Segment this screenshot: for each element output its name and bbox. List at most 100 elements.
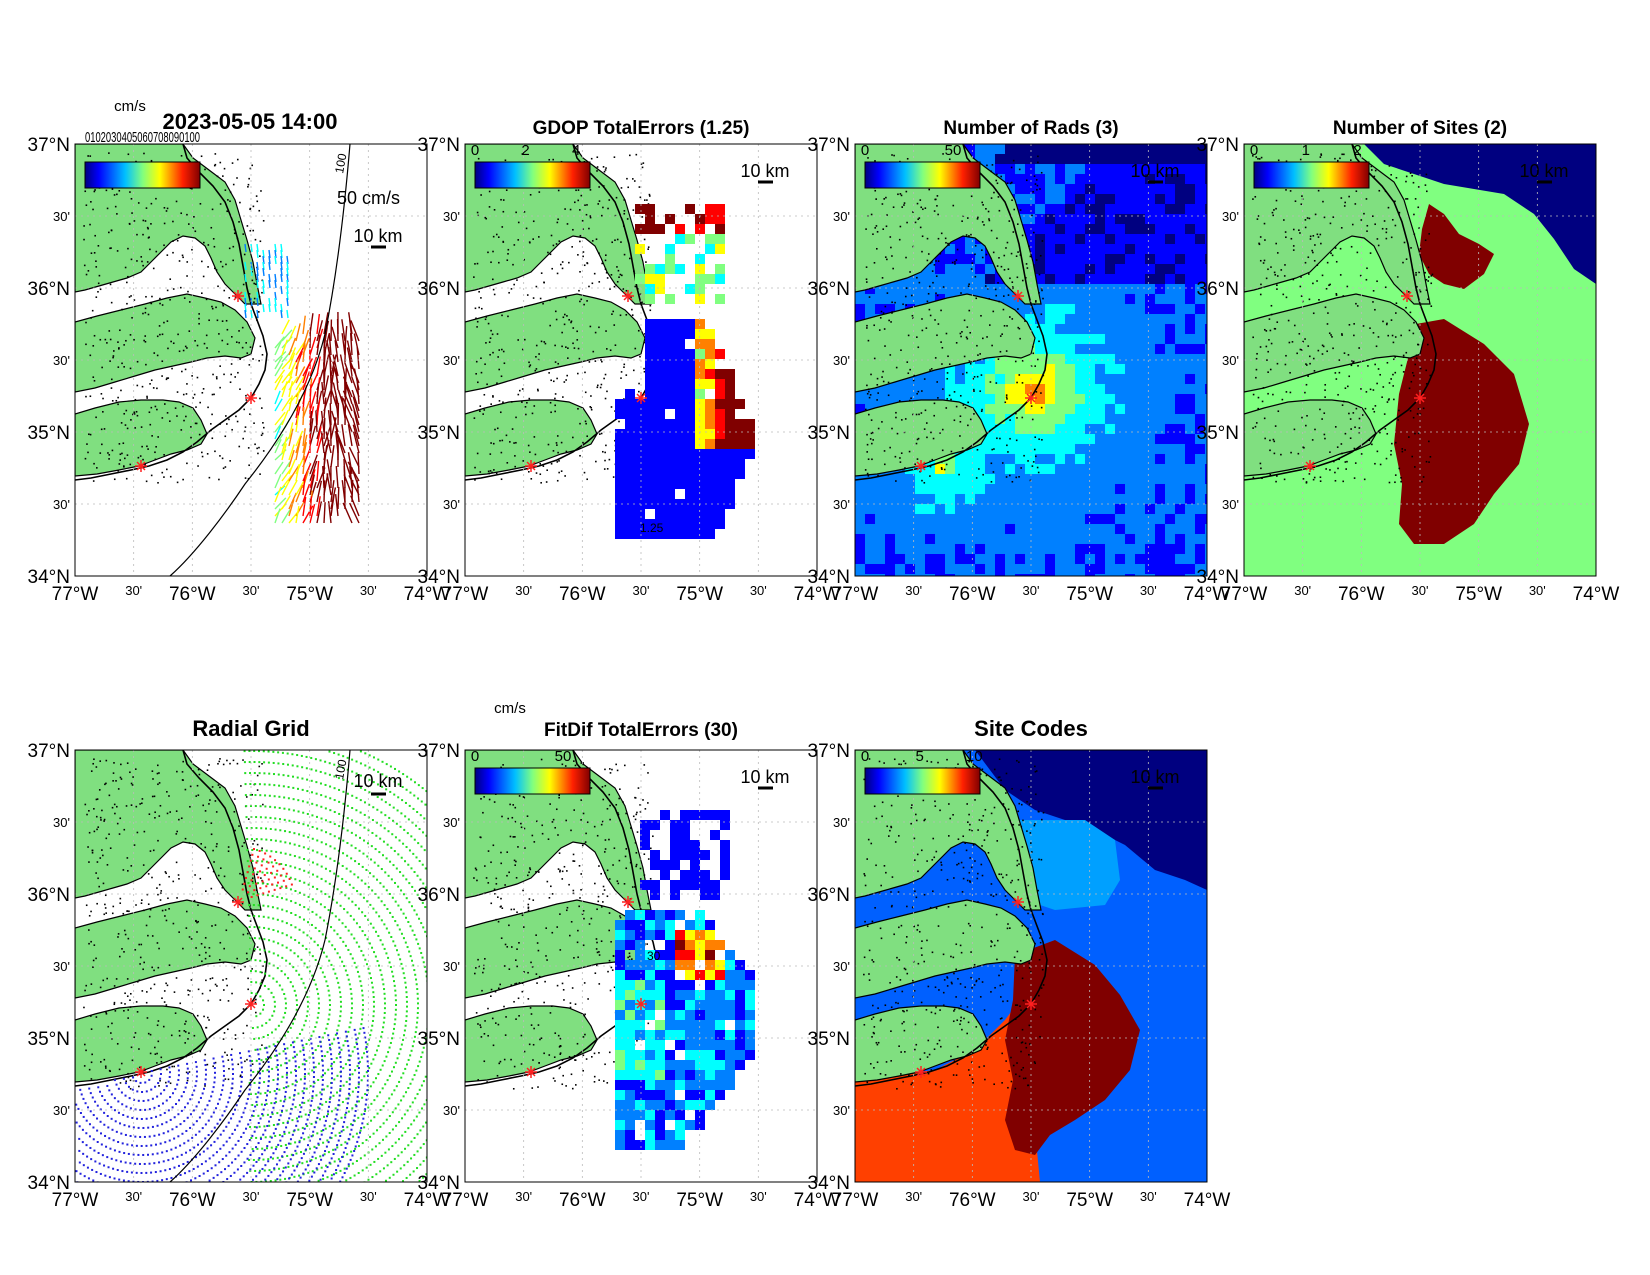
radial-grid-point — [411, 821, 414, 824]
radial-grid-point — [360, 1079, 363, 1082]
current-vector — [302, 496, 307, 517]
gdop-cell — [705, 479, 715, 489]
lat-tick-label: 36°N — [418, 279, 460, 300]
radial-grid-point — [98, 1162, 101, 1165]
gdop-cell — [635, 224, 645, 234]
radial-grid-point — [286, 763, 289, 766]
radial-grid-point — [392, 806, 395, 809]
radial-grid-point — [357, 1086, 360, 1089]
radial-grid-point — [78, 1161, 81, 1164]
rads-cell — [1075, 374, 1085, 384]
radial-grid-point — [377, 934, 380, 937]
radial-grid-point — [99, 1120, 102, 1123]
rads-cell — [1065, 524, 1075, 534]
rads-cell — [1065, 384, 1075, 394]
rads-cell — [1175, 384, 1185, 394]
radial-grid-point — [344, 1141, 347, 1144]
rads-cell — [1045, 534, 1055, 544]
fitdif-cell — [735, 1010, 745, 1020]
radial-grid-point — [163, 1089, 166, 1092]
radial-grid-point — [354, 1103, 357, 1106]
gdop-cell — [665, 319, 675, 329]
rads-cell — [1105, 474, 1115, 484]
radial-grid-point — [171, 1092, 174, 1095]
rads-cell — [1035, 174, 1045, 184]
fitdif-cell — [655, 990, 665, 1000]
radial-grid-point — [103, 1099, 106, 1102]
radial-grid-point — [248, 1158, 251, 1161]
rads-cell — [1035, 264, 1045, 274]
rads-cell — [945, 494, 955, 504]
lat-tick-label: 37°N — [808, 135, 850, 156]
current-vector — [348, 475, 360, 496]
rads-cell — [1195, 164, 1205, 174]
rads-cell — [915, 284, 925, 294]
rads-cell — [1135, 284, 1145, 294]
radial-grid-point — [337, 1041, 340, 1044]
radial-grid-point — [357, 1076, 360, 1079]
rads-cell — [1135, 434, 1145, 444]
radial-grid-point — [290, 924, 293, 927]
rads-cell — [1135, 454, 1145, 464]
radial-grid-point — [202, 1172, 205, 1175]
rads-cell — [1095, 494, 1105, 504]
rads-cell — [1035, 244, 1045, 254]
map-area: 30 — [465, 750, 817, 1182]
radial-grid-point — [123, 1124, 126, 1127]
current-vector — [274, 375, 284, 391]
radial-grid-point — [297, 799, 300, 802]
rads-cell — [1115, 324, 1125, 334]
rads-cell — [885, 294, 895, 304]
radial-grid-point — [342, 839, 345, 842]
radial-grid-point — [339, 936, 342, 939]
radial-grid-point — [408, 901, 411, 904]
radial-grid-point — [80, 1093, 83, 1096]
radial-grid-point — [222, 1070, 225, 1073]
radial-grid-point — [259, 995, 262, 998]
radial-grid-point — [315, 769, 318, 772]
radial-grid-point — [410, 905, 413, 908]
radial-grid-point — [389, 1041, 392, 1044]
rads-cell — [1055, 484, 1065, 494]
radial-grid-point — [313, 1171, 316, 1174]
rads-cell — [1045, 544, 1055, 554]
fitdif-cell — [615, 960, 625, 970]
rads-cell — [1095, 244, 1105, 254]
radial-grid-point — [246, 849, 249, 852]
rads-cell — [1205, 244, 1207, 254]
radial-grid-point — [286, 1120, 289, 1123]
lat-tick-label: 34°N — [1197, 567, 1239, 588]
rads-cell — [1175, 344, 1185, 354]
radial-grid-point — [186, 1067, 189, 1070]
rads-cell — [1165, 484, 1175, 494]
gdop-cell — [625, 519, 635, 529]
radial-grid-point — [321, 1088, 324, 1091]
radial-grid-point — [385, 763, 388, 766]
rads-cell — [965, 454, 975, 464]
fitdif-cell — [685, 1080, 695, 1090]
fitdif-cell — [615, 990, 625, 1000]
radial-grid-point — [321, 971, 324, 974]
rads-cell — [1045, 424, 1055, 434]
gdop-cell — [715, 294, 725, 304]
panel-title: Number of Sites (2) — [1333, 118, 1507, 139]
radial-grid-point — [136, 1117, 139, 1120]
current-vector — [274, 398, 283, 412]
rads-cell — [1135, 574, 1145, 576]
current-vector — [274, 425, 282, 440]
rads-cell — [1045, 514, 1055, 524]
rads-cell — [855, 404, 865, 414]
rads-cell — [975, 574, 985, 576]
radial-grid-point — [321, 1036, 324, 1039]
colorbar-gradient — [84, 161, 201, 189]
current-vector — [244, 273, 247, 283]
gdop-cell — [655, 264, 665, 274]
radial-grid-point — [258, 1125, 261, 1128]
radial-grid-point — [258, 937, 261, 940]
current-vector — [302, 371, 311, 391]
rads-cell — [1045, 454, 1055, 464]
radial-grid-point — [416, 1093, 419, 1096]
current-vector — [274, 411, 286, 426]
radial-grid-point — [272, 865, 275, 868]
rads-cell — [1055, 564, 1065, 574]
